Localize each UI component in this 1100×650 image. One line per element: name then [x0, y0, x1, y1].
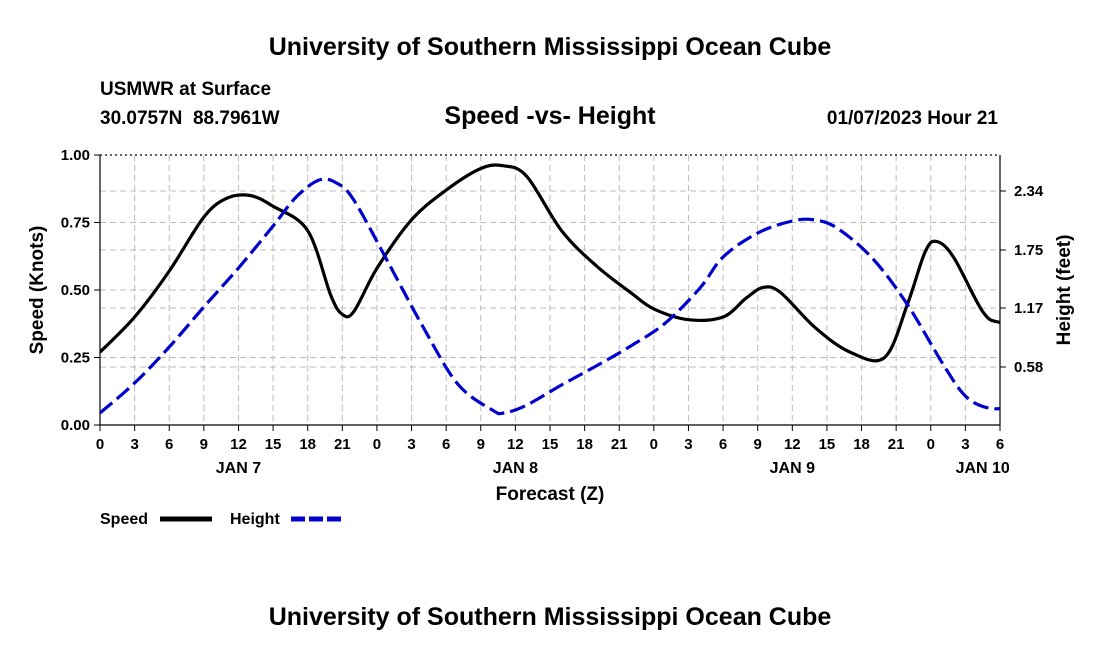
page-title-bottom: University of Southern Mississippi Ocean… [269, 603, 832, 631]
legend-speed-label: Speed [100, 511, 148, 528]
legend-height-label: Height [230, 511, 280, 528]
x-tick-label: 18 [853, 436, 870, 453]
x-tick-label: 21 [334, 436, 351, 453]
y2-tick-label: 2.34 [1014, 183, 1044, 200]
y-tick-label: 0.25 [61, 350, 90, 367]
x-tick-label: 18 [576, 436, 593, 453]
x-tick-label: 6 [165, 436, 173, 453]
series [100, 163, 1000, 416]
page-title-top: University of Southern Mississippi Ocean… [269, 33, 832, 61]
y-tick-label: 0.50 [61, 282, 90, 299]
speed-series-line [100, 163, 1000, 363]
x-day-label: JAN 9 [770, 460, 815, 477]
x-tick-label: 6 [996, 436, 1004, 453]
x-tick-label: 0 [927, 436, 935, 453]
x-tick-label: 0 [96, 436, 104, 453]
x-tick-label: 3 [684, 436, 692, 453]
x-tick-label: 12 [784, 436, 801, 453]
y2-axis-label: Height (feet) [1054, 235, 1075, 346]
x-tick-label: 12 [507, 436, 524, 453]
x-tick-label: 0 [650, 436, 658, 453]
x-tick-label: 3 [407, 436, 415, 453]
x-tick-label: 18 [299, 436, 316, 453]
x-tick-label: 3 [961, 436, 969, 453]
y-tick-label: 0.75 [61, 215, 90, 232]
forecast-datetime: 01/07/2023 Hour 21 [827, 108, 999, 129]
x-axis-label: Forecast (Z) [496, 484, 605, 505]
y-tick-label: 0.00 [61, 417, 90, 434]
x-tick-label: 9 [754, 436, 762, 453]
x-tick-label: 3 [130, 436, 138, 453]
x-tick-label: 15 [265, 436, 282, 453]
x-tick-label: 12 [230, 436, 247, 453]
x-day-label: JAN 7 [216, 460, 261, 477]
x-tick-label: 15 [542, 436, 559, 453]
x-tick-label: 15 [819, 436, 836, 453]
y-tick-label: 1.00 [61, 147, 90, 164]
axes: 0 3 6 9 12 15 18 21 0 3 6 9 12 15 18 21 0 3 6 9 12 15 18 21 0 3 6 J… [61, 147, 1044, 477]
grid [100, 155, 1000, 425]
x-tick-label: 9 [477, 436, 485, 453]
x-tick-label: 21 [888, 436, 905, 453]
x-tick-label: 21 [611, 436, 628, 453]
height-series-line [100, 177, 1000, 416]
y-axis-label: Speed (Knots) [27, 226, 48, 355]
y2-tick-label: 1.17 [1014, 300, 1043, 317]
x-day-label: JAN 8 [493, 460, 538, 477]
x-day-label: JAN 10 [956, 460, 1010, 477]
x-tick-label: 0 [373, 436, 381, 453]
y2-tick-label: 0.58 [1014, 359, 1043, 376]
x-tick-label: 6 [442, 436, 450, 453]
station-coords: 30.0757N 88.7961W [100, 108, 280, 129]
legend: Speed Height [100, 511, 343, 528]
station-label: USMWR at Surface [100, 79, 271, 100]
y2-tick-label: 1.75 [1014, 242, 1043, 259]
x-tick-label: 6 [719, 436, 727, 453]
x-tick-label: 9 [200, 436, 208, 453]
chart-subtitle: Speed -vs- Height [444, 102, 656, 130]
